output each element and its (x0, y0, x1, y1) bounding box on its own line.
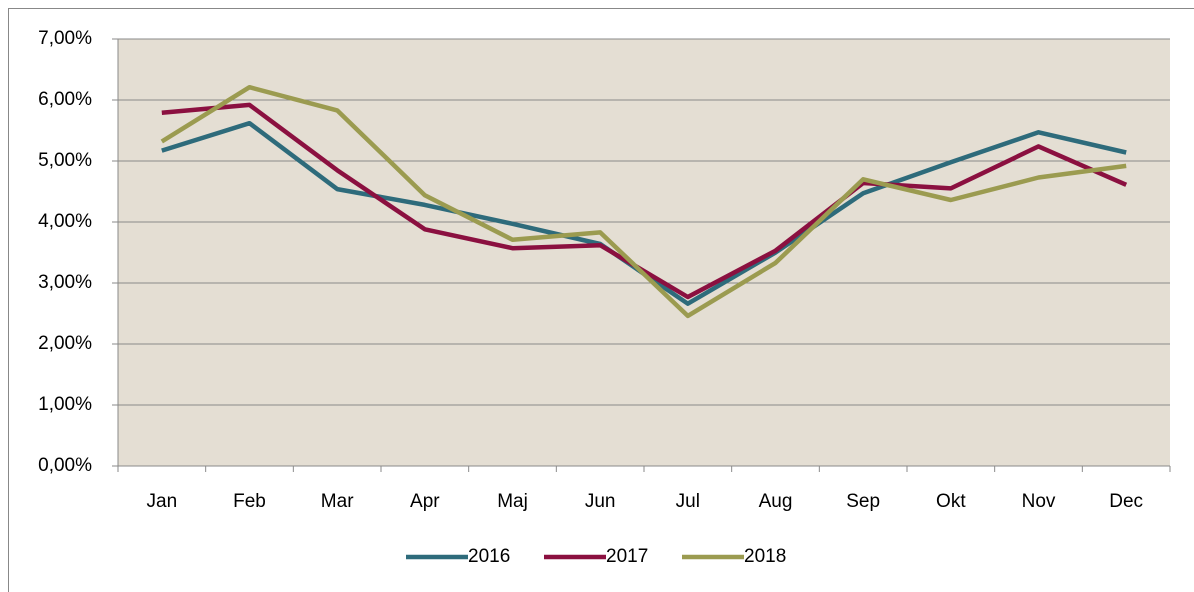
y-tick-label: 1,00% (38, 394, 92, 415)
y-tick-label: 4,00% (38, 211, 92, 232)
legend-label: 2018 (744, 546, 786, 567)
series-line (160, 84, 1127, 319)
x-tick-label: Maj (497, 491, 528, 512)
x-tick-label: Feb (233, 491, 266, 512)
x-tick-label: Apr (410, 491, 440, 512)
x-tick-label: Aug (759, 491, 793, 512)
y-tick-label: 5,00% (38, 150, 92, 171)
x-tick-label: Jan (147, 491, 178, 512)
y-tick-label: 6,00% (38, 89, 92, 110)
x-tick-label: Mar (321, 491, 354, 512)
x-tick-label: Okt (936, 491, 966, 512)
plot-area (118, 39, 1170, 466)
y-tick-label: 3,00% (38, 272, 92, 293)
x-tick-label: Sep (846, 491, 880, 512)
x-tick-label: Jul (676, 491, 700, 512)
y-tick-label: 0,00% (38, 455, 92, 476)
legend-label: 2016 (468, 546, 510, 567)
x-tick-label: Dec (1109, 491, 1143, 512)
legend-label: 2017 (606, 546, 648, 567)
x-tick-label: Jun (585, 491, 616, 512)
y-tick-label: 7,00% (38, 28, 92, 49)
y-tick-label: 2,00% (38, 333, 92, 354)
x-tick-label: Nov (1022, 491, 1056, 512)
